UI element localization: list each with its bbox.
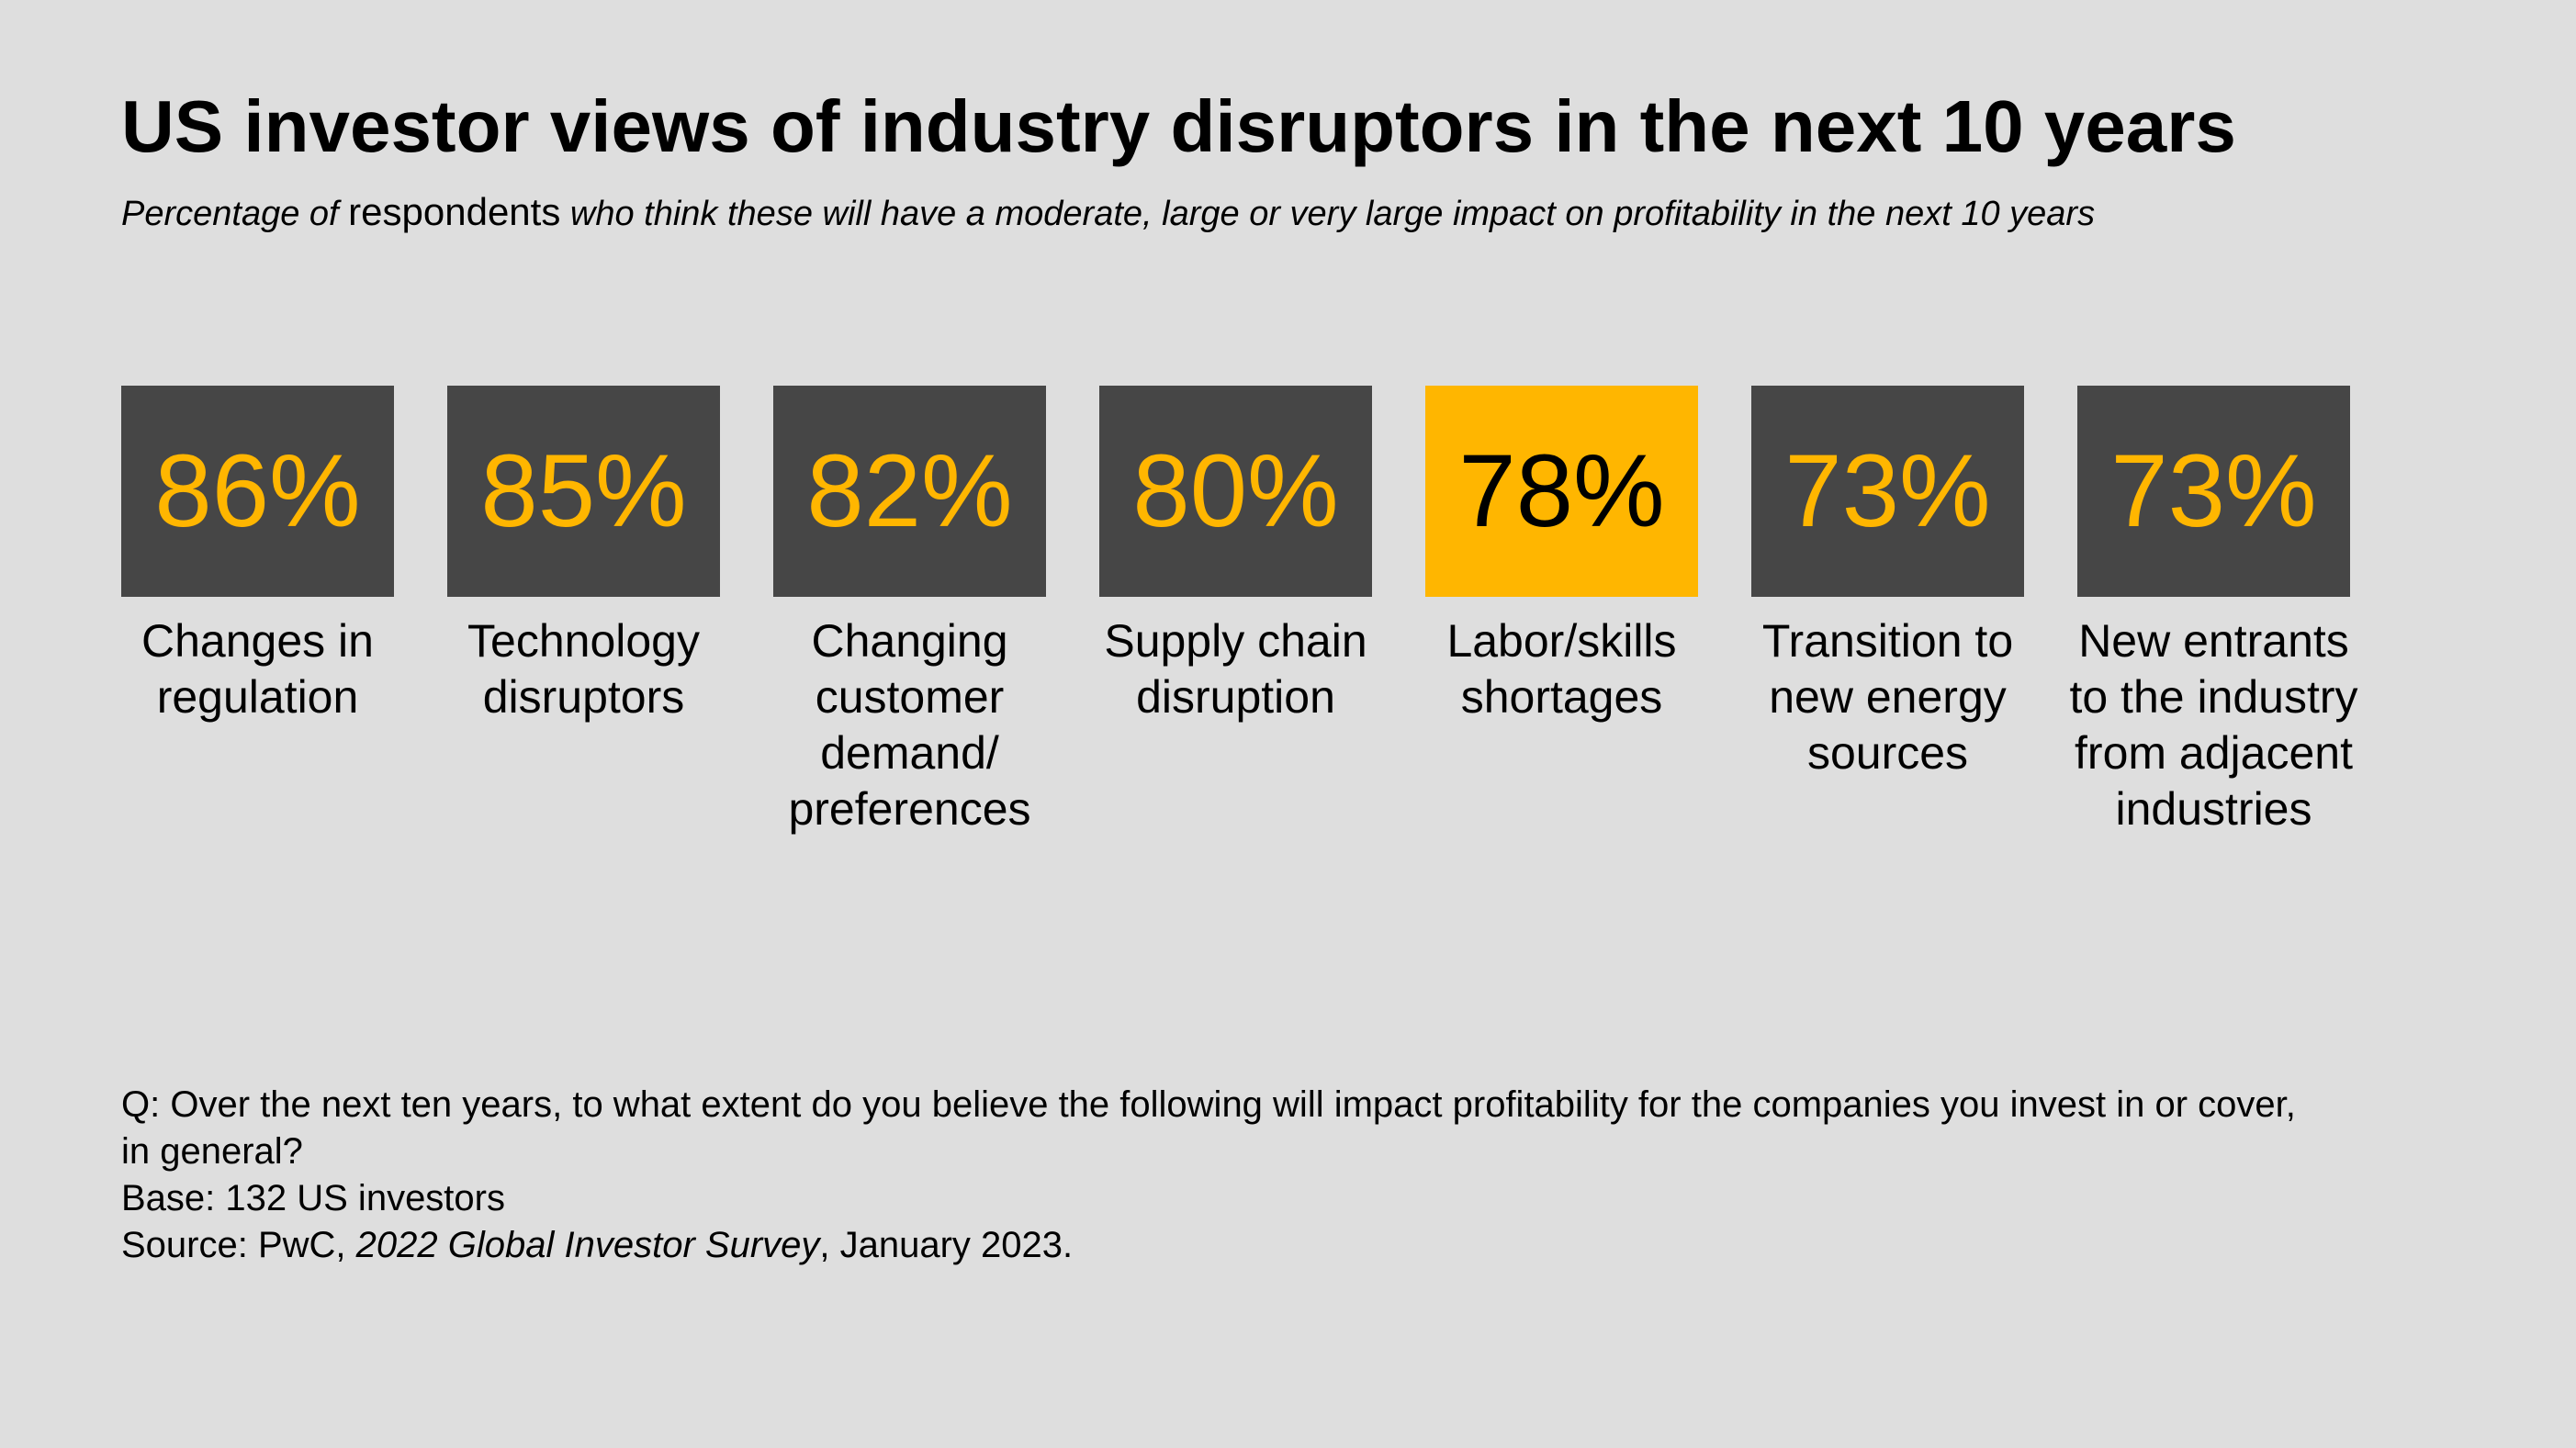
category-label-line: sources (1806, 727, 1969, 779)
source-suffix: , January 2023. (819, 1225, 1074, 1265)
value-label: 73% (2110, 433, 2317, 548)
value-tile: 73% (1751, 386, 2024, 597)
value-label: 80% (1132, 433, 1339, 548)
value-label: 85% (480, 433, 687, 548)
source-title: 2022 Global Investor Survey (355, 1225, 820, 1265)
category-label: Labor/skills shortages (1406, 613, 1718, 725)
value-tile: 80% (1099, 386, 1372, 597)
category-label-line: demand/ (820, 727, 999, 779)
value-label: 73% (1784, 433, 1991, 548)
category-label-line: disruptors (482, 671, 685, 723)
subtitle-prefix: Percentage of (121, 195, 349, 233)
category-label-line: Supply chain (1104, 615, 1367, 667)
value-tile: 82% (773, 386, 1046, 597)
value-tile: 78% (1425, 386, 1698, 597)
value-label: 78% (1458, 433, 1665, 548)
value-tile: 73% (2077, 386, 2350, 597)
category-label-line: Technology (467, 615, 700, 667)
subtitle-emphasis: respondents (348, 190, 561, 233)
category-label-line: Transition to (1761, 615, 2014, 667)
category-label-line: new energy (1769, 671, 2007, 723)
category-label-line: regulation (156, 671, 359, 723)
value-tile: 85% (447, 386, 720, 597)
category-label-line: industries (2115, 783, 2312, 835)
category-label: Changing customer demand/preferences (754, 613, 1066, 837)
category-label-line: Changing (811, 615, 1008, 667)
question-line-2: in general? (121, 1131, 303, 1172)
subtitle-suffix: who think these will have a moderate, la… (560, 195, 2096, 233)
category-label: Supply chain disruption (1080, 613, 1392, 725)
source-prefix: Source: PwC, (121, 1225, 356, 1265)
category-label: New entrants to the industry from adjacent… (2058, 613, 2370, 837)
category-label-line: New entrants (2078, 615, 2349, 667)
category-label-line: from adjacent (2075, 727, 2353, 779)
question-line-1: Q: Over the next ten years, to what exte… (121, 1084, 2296, 1125)
category-label-line: Labor/skills (1446, 615, 1677, 667)
value-label: 82% (806, 433, 1013, 548)
category-label-line: to the industry (2069, 671, 2358, 723)
category-label-line: preferences (788, 783, 1031, 835)
category-label-line: customer (815, 671, 1005, 723)
footnotes: Q: Over the next ten years, to what exte… (121, 1082, 2296, 1269)
category-label-line: Changes in (141, 615, 374, 667)
value-label: 86% (154, 433, 361, 548)
category-label-line: disruption (1136, 671, 1335, 723)
category-label-line: shortages (1460, 671, 1663, 723)
value-tile: 86% (121, 386, 394, 597)
source-note: Source: PwC, 2022 Global Investor Survey… (121, 1222, 2296, 1269)
chart-subtitle: Percentage of respondents who think thes… (121, 189, 2095, 236)
base-note: Base: 132 US investors (121, 1178, 505, 1218)
chart-title: US investor views of industry disruptors… (121, 85, 2236, 167)
category-label: Transition to new energy sources (1732, 613, 2044, 781)
category-label: Changes in regulation (102, 613, 414, 725)
category-label: Technology disruptors (428, 613, 740, 725)
